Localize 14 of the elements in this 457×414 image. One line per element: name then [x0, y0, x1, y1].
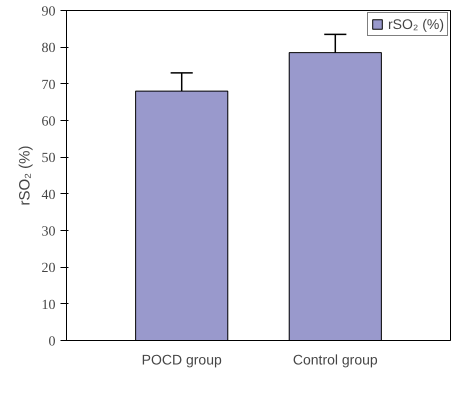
y-tick-label: 30 [42, 224, 56, 240]
y-axis-title: rSO₂ (%) [16, 145, 34, 206]
legend-label: rSO₂ (%) [388, 16, 444, 32]
y-tick-label: 90 [42, 4, 56, 20]
y-tick-label: 80 [42, 41, 56, 56]
y-tick-label: 60 [42, 114, 56, 130]
y-tick-label: 40 [42, 188, 56, 203]
y-tick-label: 50 [42, 151, 56, 166]
y-tick-label: 10 [42, 298, 56, 313]
y-tick-label: 20 [42, 261, 56, 276]
x-tick-label: Control group [292, 352, 378, 368]
y-tick-label: 70 [42, 78, 56, 93]
y-tick-label: 0 [48, 334, 56, 350]
x-tick-label: POCD group [142, 352, 222, 368]
